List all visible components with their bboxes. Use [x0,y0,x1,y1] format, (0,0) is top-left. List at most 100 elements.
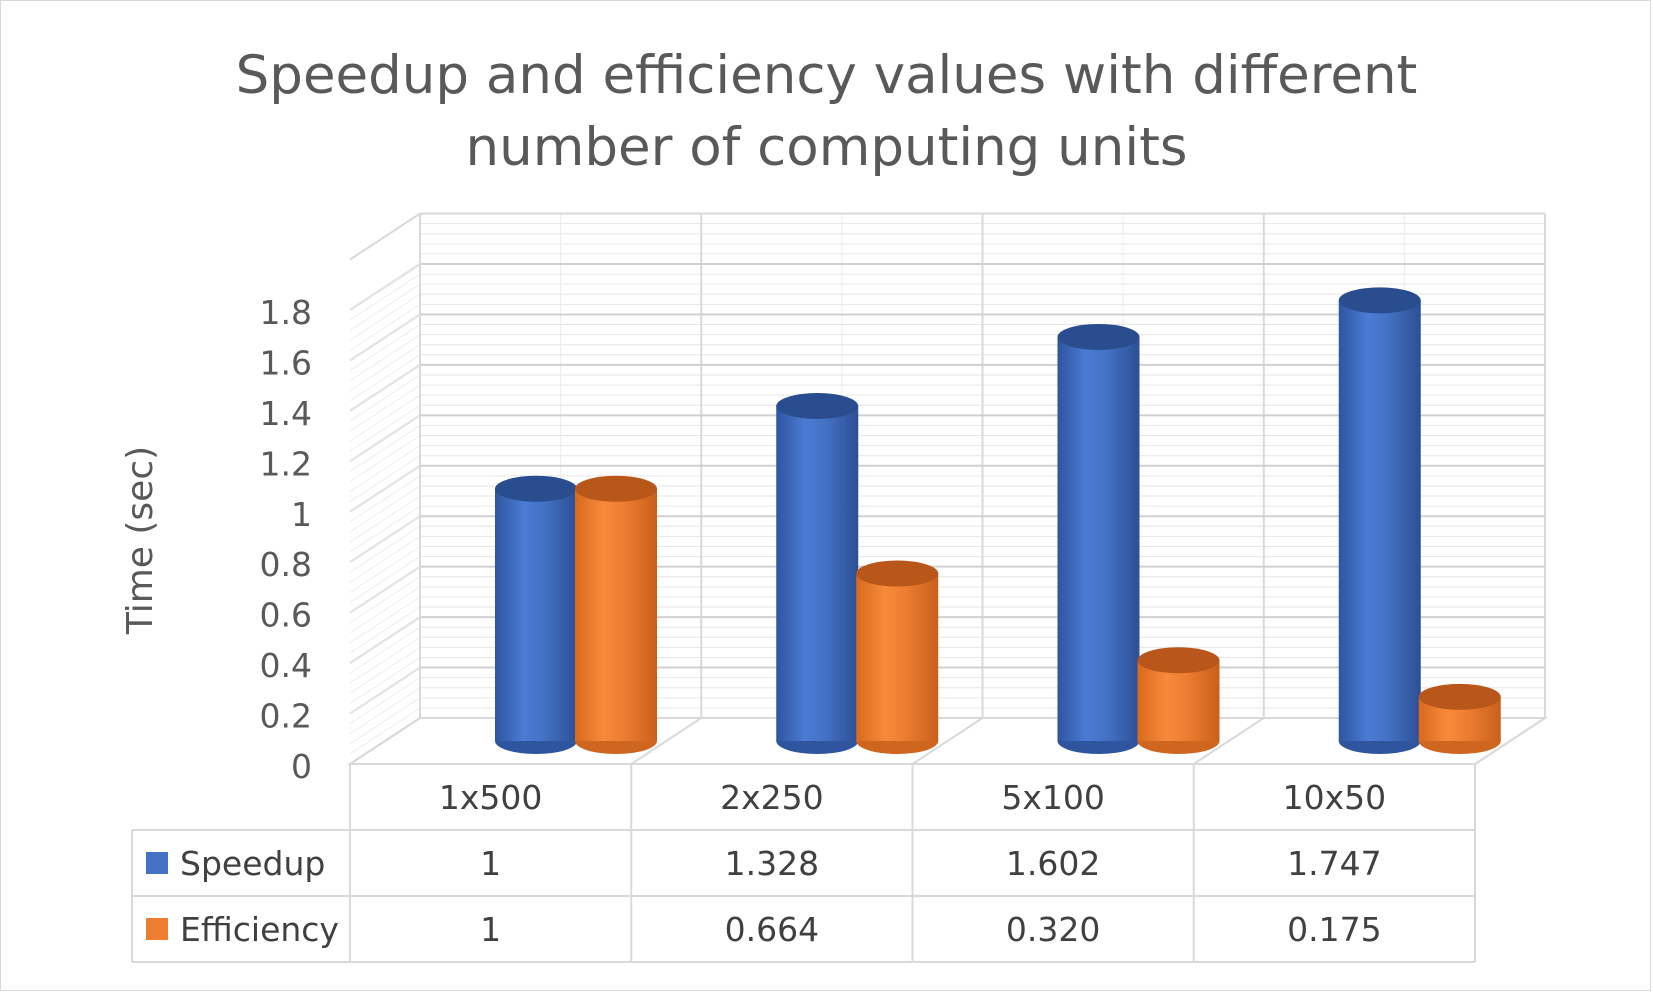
side-wall-minor-gridline [349,515,421,563]
side-wall-minor-gridline [349,273,421,321]
x-tick-label: 5x100 [1001,778,1105,817]
side-wall-minor-gridline [349,677,421,725]
y-tick-label: 0.8 [260,545,312,584]
side-wall-minor-gridline [349,334,421,382]
side-wall-minor-gridline [349,404,421,452]
side-wall-minor-gridline [349,697,421,745]
side-wall-minor-gridline [349,525,421,573]
chart-title: Speedup and efficiency values with diffe… [0,40,1653,184]
y-tick-label: 0.4 [260,646,312,685]
side-wall-minor-gridline [349,596,421,644]
bar-top [1057,323,1140,350]
floor-category-line [1474,717,1546,765]
side-wall-minor-gridline [349,586,421,634]
bar-top [1418,683,1501,710]
side-wall-minor-gridline [349,606,421,654]
floor-category-line [911,717,984,765]
side-wall-minor-gridline [349,364,421,412]
side-wall-minor-gridline [349,394,421,442]
floor-category-line [630,717,702,765]
bar-top [495,475,577,502]
bar-body [1057,336,1140,741]
y-tick-label: 0.6 [260,596,312,635]
chart-title-line-1: Speedup and efficiency values with diffe… [235,45,1418,106]
side-wall-minor-gridline [349,445,421,493]
side-wall-minor-gridline [349,535,421,583]
y-tick-label: 0.2 [260,697,312,736]
bar-efficiency-5x100 [1137,647,1220,754]
side-wall-minor-gridline [349,435,421,482]
side-wall-minor-gridline [349,414,421,462]
side-wall-minor-gridline [349,616,421,664]
side-wall-minor-gridline [349,303,421,351]
side-wall-minor-gridline [349,344,421,392]
bar-speedup-5x100 [1057,323,1140,754]
data-table: 1x500 2x250 5x100 10x50 Speedup 1 1.328 1.602 1.… [131,764,1476,963]
bar-top [776,393,859,420]
data-table-cell: 1 [480,844,501,883]
side-wall-minor-gridline [349,687,421,735]
x-tick-label: 2x250 [720,778,824,817]
x-tick-label: 10x50 [1283,778,1387,817]
side-wall-minor-gridline [349,475,421,523]
data-table-cell: 0.175 [1287,910,1381,949]
y-tick-label: 1.2 [260,444,312,483]
side-wall-minor-gridline [349,646,421,694]
legend-label-speedup: Speedup [180,844,325,883]
bar-efficiency-10x50 [1418,683,1501,754]
bar-speedup-1x500 [495,475,577,754]
x-tick-label: 1x500 [439,778,543,817]
side-wall-minor-gridline [349,576,421,624]
y-tick-label: 1 [291,495,312,534]
y-tick-label: 1.4 [260,394,312,433]
data-table-cell: 1.328 [725,844,819,883]
bar-body [856,573,939,741]
side-wall-minor-gridline [349,374,421,422]
legend-key-efficiency [146,918,168,940]
bar-body [776,406,859,741]
bar-top [856,560,939,587]
side-wall-minor-gridline [349,465,421,513]
bar-body [1338,300,1421,741]
side-wall-minor-gridline [349,263,421,311]
data-table-cell: 1 [480,910,501,949]
bar-efficiency-2x250 [856,560,939,754]
y-tick-label: 0 [291,747,312,786]
side-wall-minor-gridline [349,384,421,432]
side-wall-minor-gridline [349,495,421,543]
side-wall-minor-gridline [349,556,421,603]
bars [495,287,1501,754]
side-wall-minor-gridline [349,546,421,593]
bar-body [1137,660,1220,741]
side-wall-minor-gridline [349,505,421,553]
side-wall-minor-gridline [349,485,421,533]
side-wall-top-edge [349,212,421,261]
bar-speedup-10x50 [1338,287,1421,754]
y-axis-label: Time (sec) [120,446,161,635]
side-wall-minor-gridline [349,636,421,684]
side-wall-minor-gridline [349,283,421,331]
data-table-cell: 1.747 [1287,844,1381,883]
bar-top [1338,287,1421,314]
side-wall-minor-gridline [349,657,421,704]
side-wall-minor-gridline [349,667,421,714]
data-table-cell: 0.320 [1006,910,1100,949]
side-wall-minor-gridline [349,314,421,361]
side-wall-minor-gridline [349,707,421,755]
legend-label-efficiency: Efficiency [180,910,339,949]
bar-body [495,488,577,741]
side-wall-minor-gridline [349,324,421,371]
side-wall-minor-gridline [349,566,421,614]
data-table-cell: 1.602 [1006,844,1100,883]
floor-category-line [349,717,421,765]
bar-speedup-2x250 [776,393,859,754]
bar-top [575,475,657,502]
y-axis: 0 0.2 0.4 0.6 0.8 1 1.2 1.4 1.6 1.8 Time (sec) [120,293,312,786]
side-wall-minor-gridline [349,626,421,674]
side-wall-minor-gridline [349,455,421,503]
bar-top [1137,647,1220,674]
bar-efficiency-1x500 [575,475,657,754]
bar-body [575,488,657,741]
legend-key-speedup [146,852,168,874]
